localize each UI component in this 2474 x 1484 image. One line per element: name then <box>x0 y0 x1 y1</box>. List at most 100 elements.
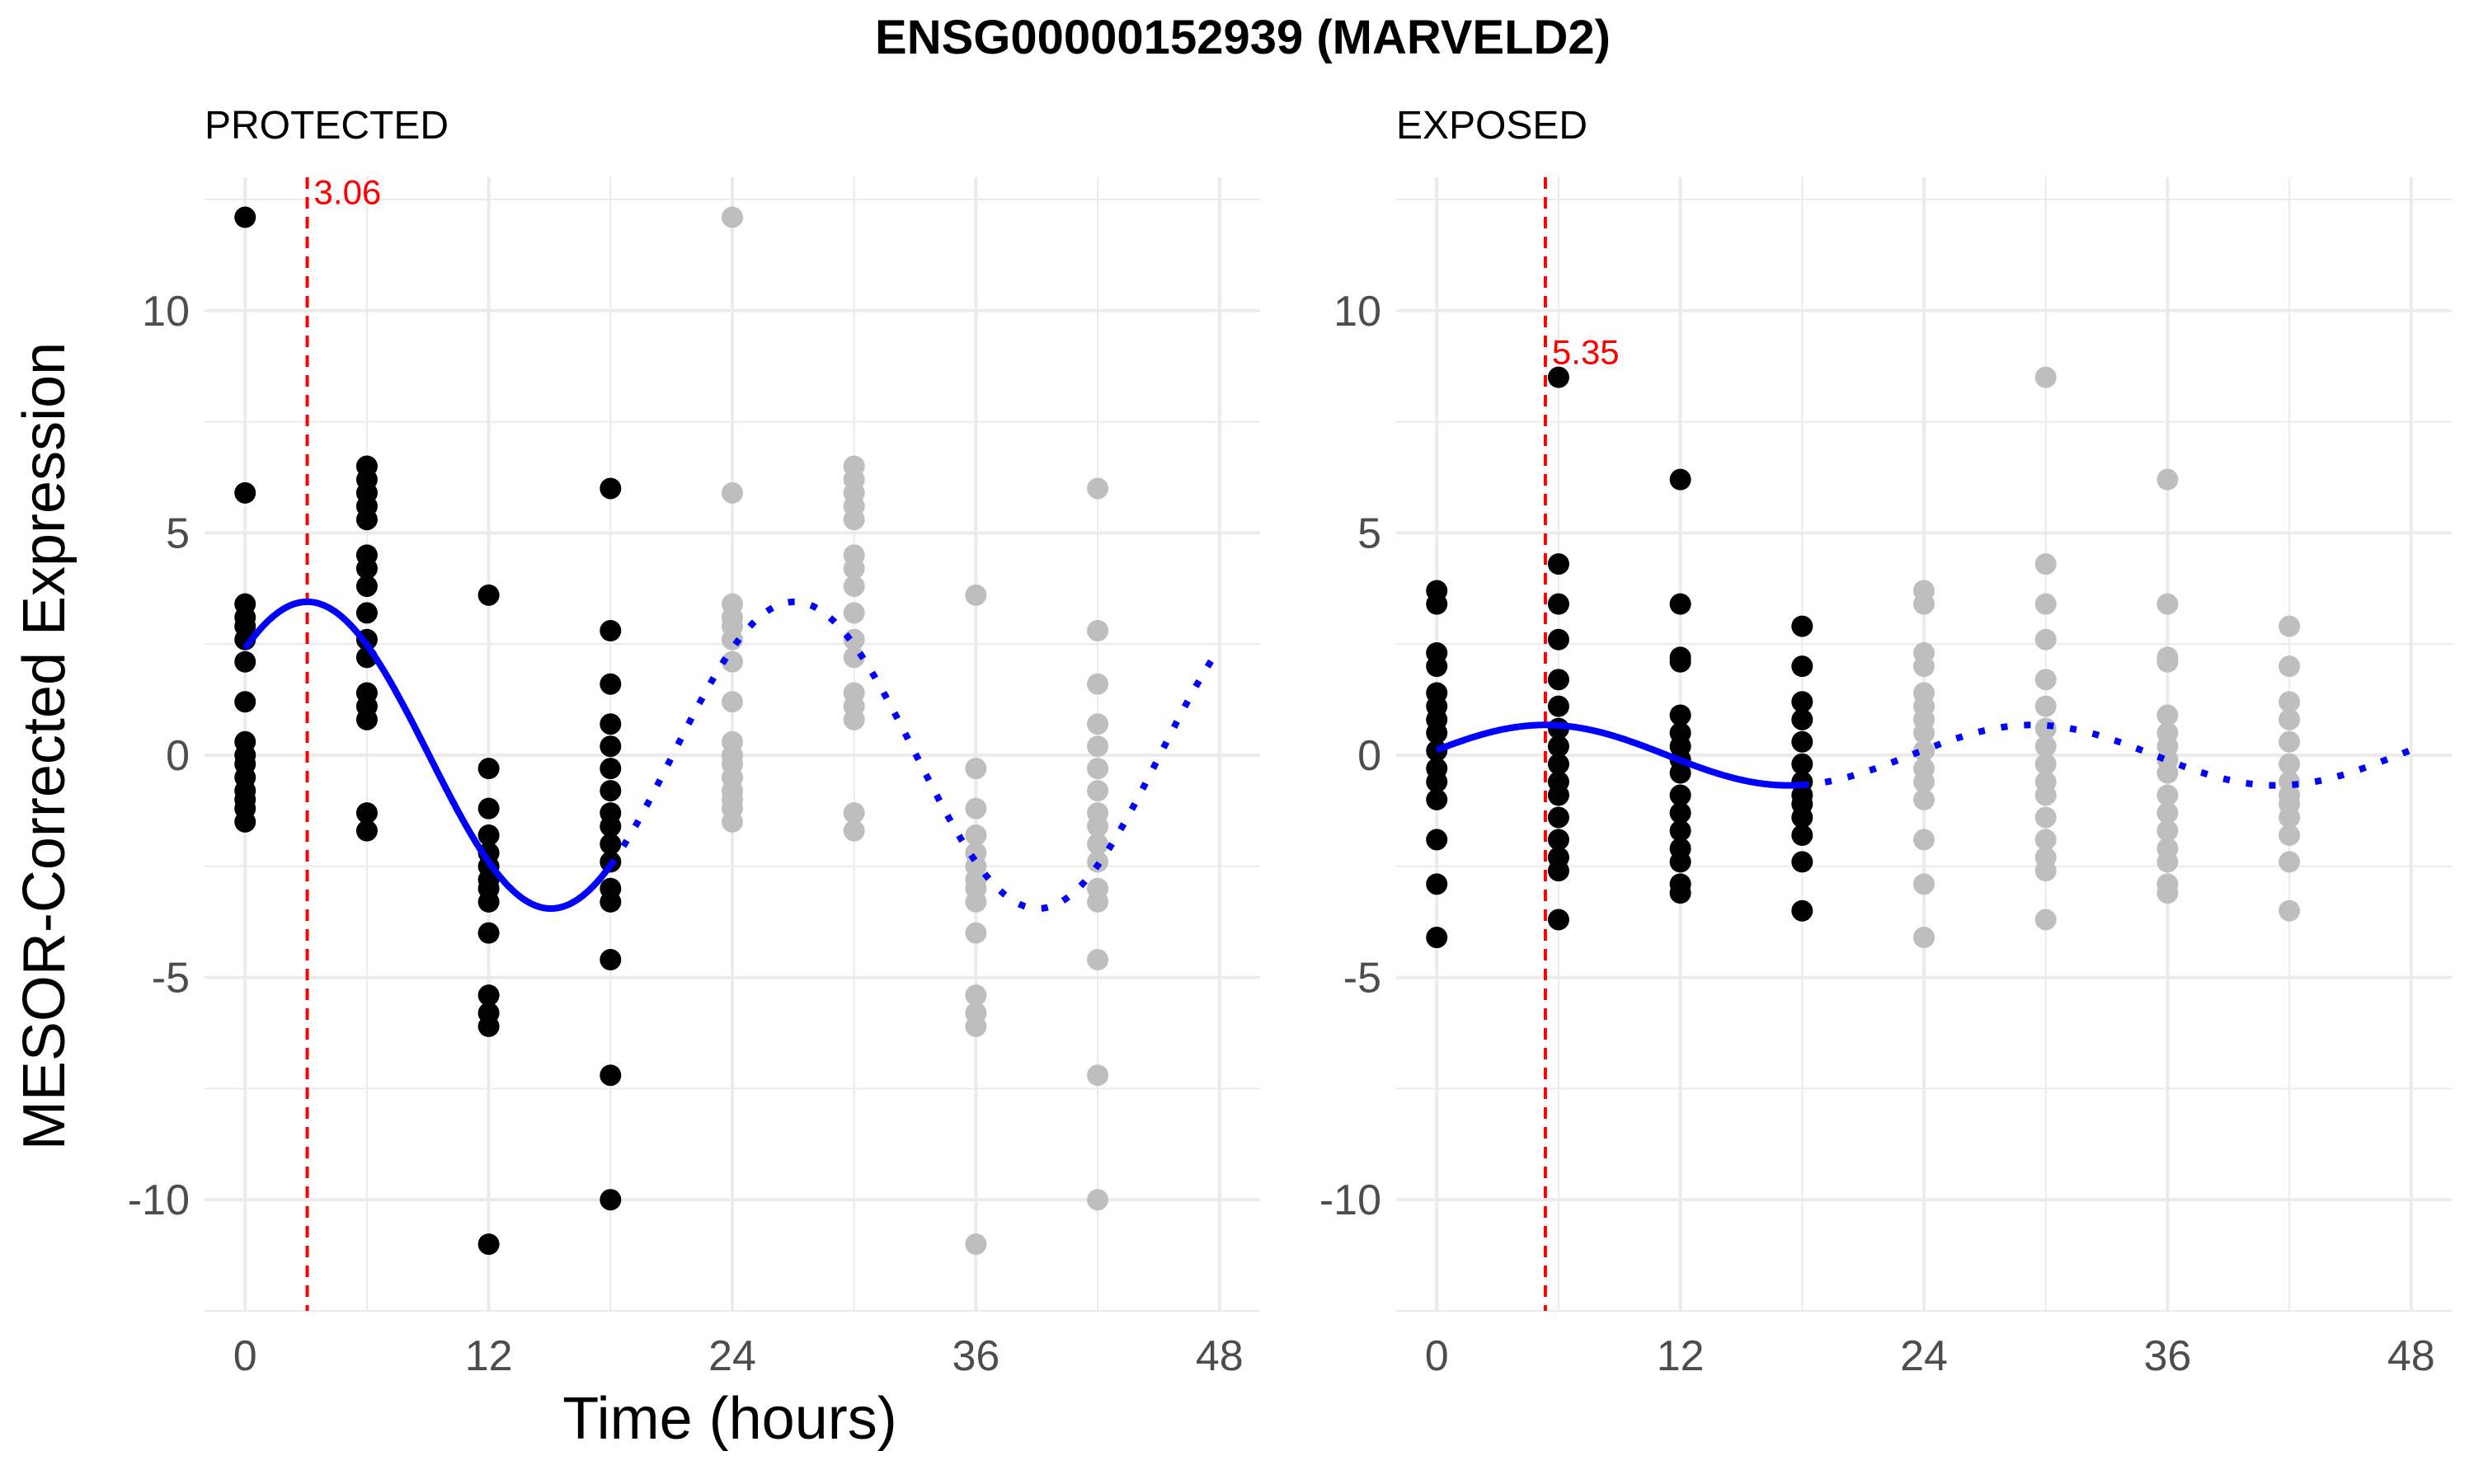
replicated-point <box>1913 655 1935 678</box>
facet-label: PROTECTED <box>205 104 449 148</box>
replicated-point <box>2157 784 2179 806</box>
replicated-point <box>965 922 987 944</box>
observed-point <box>477 890 500 913</box>
observed-point <box>477 1233 500 1256</box>
facet-label: EXPOSED <box>1396 104 1587 148</box>
observed-point <box>600 1064 622 1087</box>
observed-point <box>355 509 378 531</box>
replicated-point <box>843 708 865 730</box>
replicated-point <box>2279 806 2301 829</box>
x-tick-label: 0 <box>233 1332 257 1380</box>
replicated-point <box>1087 620 1109 641</box>
panel-exposed: -10 -5 0 5 10 0 12 24 36 48 EXPOSED 5.35 <box>1319 104 2452 1380</box>
observed-point <box>477 824 500 847</box>
observed-point <box>1547 860 1569 882</box>
replicated-point <box>965 890 987 913</box>
replicated-point <box>1087 477 1109 500</box>
observed-point <box>355 819 378 842</box>
x-tick-label: 12 <box>465 1332 513 1380</box>
replicated-point <box>722 691 743 713</box>
peak-time-label: 5.35 <box>1552 333 1620 372</box>
observed-point <box>1426 655 1448 678</box>
replicated-point <box>965 758 987 780</box>
observed-point <box>1547 909 1569 931</box>
observed-point <box>1791 691 1813 713</box>
replicated-point <box>1087 713 1109 735</box>
observed-point <box>1791 615 1813 637</box>
observed-point <box>234 206 256 228</box>
chart-title: ENSG00000152939 (MARVELD2) <box>875 11 1611 64</box>
replicated-point <box>2157 819 2179 842</box>
replicated-point <box>2279 851 2301 873</box>
observed-point <box>1669 851 1691 873</box>
observed-point <box>477 1015 500 1037</box>
replicated-point <box>843 575 865 598</box>
replicated-point <box>2034 909 2057 931</box>
observed-point <box>1547 553 1569 575</box>
observed-point <box>600 477 622 500</box>
x-tick-label: 36 <box>952 1332 999 1380</box>
observed-point <box>355 802 378 824</box>
replicated-point <box>843 802 865 824</box>
replicated-point <box>2034 366 2057 388</box>
observed-point <box>477 922 500 944</box>
observed-point <box>1791 708 1813 730</box>
replicated-point <box>722 628 743 650</box>
observed-point <box>1547 669 1569 691</box>
observed-point <box>600 758 622 780</box>
replicated-point <box>2157 762 2179 784</box>
observed-point <box>355 602 378 624</box>
y-tick-label: 5 <box>166 510 190 557</box>
observed-point <box>1669 593 1691 615</box>
replicated-point <box>1087 833 1109 855</box>
observed-point <box>1547 628 1569 650</box>
replicated-point <box>1913 829 1935 851</box>
replicated-point <box>722 481 743 504</box>
y-tick-label: 10 <box>1333 288 1381 336</box>
x-tick-label: 24 <box>1900 1332 1948 1380</box>
observed-point <box>1791 824 1813 847</box>
replicated-point <box>2279 691 2301 713</box>
observed-point <box>600 833 622 855</box>
observed-point <box>1669 704 1691 726</box>
observed-point <box>355 708 378 730</box>
replicated-point <box>1913 873 1935 895</box>
y-tick-label: -10 <box>128 1176 190 1224</box>
x-tick-label: 48 <box>2387 1332 2435 1380</box>
replicated-point <box>2157 802 2179 824</box>
replicated-point <box>1087 758 1109 780</box>
observed-point <box>234 691 256 713</box>
y-tick-label: -5 <box>152 955 190 1003</box>
cosinor-projected-line <box>608 599 1223 912</box>
replicated-point <box>2034 628 2057 650</box>
replicated-point <box>2034 695 2057 717</box>
y-tick-label: 5 <box>1357 510 1381 557</box>
replicated-point <box>1087 1189 1109 1211</box>
replicated-point <box>1087 780 1109 802</box>
replicated-point <box>1087 1064 1109 1087</box>
observed-point <box>477 797 500 819</box>
observed-point <box>1426 593 1448 615</box>
replicated-point <box>722 650 743 673</box>
x-tick-label: 0 <box>1425 1332 1449 1380</box>
replicated-point <box>1087 673 1109 695</box>
replicated-point <box>965 584 987 606</box>
x-tick-label: 48 <box>1196 1332 1244 1380</box>
x-tick-label: 36 <box>2143 1332 2191 1380</box>
replicated-point <box>965 1015 987 1037</box>
replicated-point <box>2157 851 2179 873</box>
replicated-point <box>2034 593 2057 615</box>
observed-point <box>1791 806 1813 829</box>
x-tick-label: 12 <box>1657 1332 1705 1380</box>
observed-point <box>600 673 622 695</box>
observed-point <box>1547 735 1569 758</box>
replicated-point <box>2279 708 2301 730</box>
observed-point <box>477 584 500 606</box>
replicated-point <box>1913 788 1935 810</box>
observed-point <box>1669 650 1691 673</box>
observed-point <box>1669 762 1691 784</box>
observed-point <box>477 758 500 780</box>
replicated-point <box>965 824 987 847</box>
replicated-point <box>1913 722 1935 744</box>
